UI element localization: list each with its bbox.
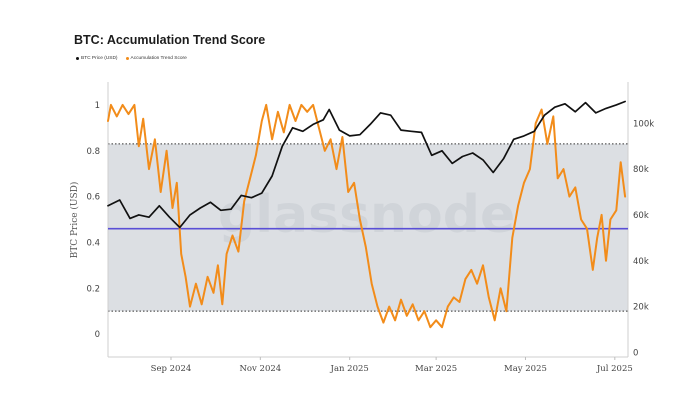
y-left-tick-label: 0 bbox=[95, 330, 100, 340]
y-left-tick-label: 1 bbox=[95, 101, 100, 111]
series-layer bbox=[107, 100, 628, 329]
chart-title: BTC: Accumulation Trend Score bbox=[74, 33, 266, 47]
legend-label-btc-price: BTC Price (USD) bbox=[81, 56, 118, 61]
band-layer bbox=[108, 143, 628, 312]
axes-layer: 0 0.2 0.4 0.6 0.8 1 0 20k 40k 60k 80k 100k Sep 2024 N… bbox=[86, 82, 654, 374]
legend-item-accumulation-score[interactable]: Accumulation Trend Score bbox=[125, 56, 187, 61]
y-left-tick-label: 0.2 bbox=[86, 284, 100, 294]
y-right-tick-label: 40k bbox=[633, 257, 649, 267]
x-tick-label: Nov 2024 bbox=[239, 364, 281, 374]
watermark: glassnode bbox=[218, 185, 515, 245]
legend-marker-btc-price bbox=[76, 57, 79, 60]
y-right-tick-label: 20k bbox=[633, 303, 649, 313]
y-right-tick-label: 80k bbox=[633, 165, 649, 175]
y-left-tick-label: 0.6 bbox=[86, 193, 100, 203]
y-right-tick-label: 0 bbox=[633, 348, 638, 358]
accumulation-score-line bbox=[107, 103, 627, 329]
legend-marker-accumulation-score bbox=[125, 57, 129, 60]
y-left-tick-label: 0.8 bbox=[86, 147, 100, 157]
x-tick-label: Sep 2024 bbox=[151, 364, 192, 374]
legend: BTC Price (USD) Accumulation Trend Score bbox=[76, 56, 187, 61]
legend-label-accumulation-score: Accumulation Trend Score bbox=[130, 56, 187, 61]
x-tick-label: Jan 2025 bbox=[330, 364, 369, 374]
legend-item-btc-price[interactable]: BTC Price (USD) bbox=[76, 56, 118, 61]
y-left-tick-label: 0.4 bbox=[86, 238, 100, 248]
y-right-tick-label: 100k bbox=[633, 119, 654, 129]
y-right-tick-label: 60k bbox=[633, 211, 649, 221]
x-tick-label: May 2025 bbox=[504, 364, 547, 374]
x-tick-label: Jul 2025 bbox=[596, 364, 633, 374]
y-axis-label: BTC Price (USD) bbox=[69, 182, 80, 259]
accumulation-band bbox=[108, 143, 628, 312]
btc-price-line bbox=[107, 100, 626, 229]
x-tick-label: Mar 2025 bbox=[415, 364, 457, 374]
